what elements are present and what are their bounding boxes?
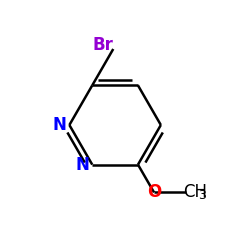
Text: Br: Br — [93, 36, 114, 54]
Text: N: N — [76, 156, 89, 174]
Text: CH: CH — [184, 183, 208, 201]
Text: 3: 3 — [198, 189, 206, 202]
Text: O: O — [147, 184, 161, 202]
Text: N: N — [52, 116, 66, 134]
